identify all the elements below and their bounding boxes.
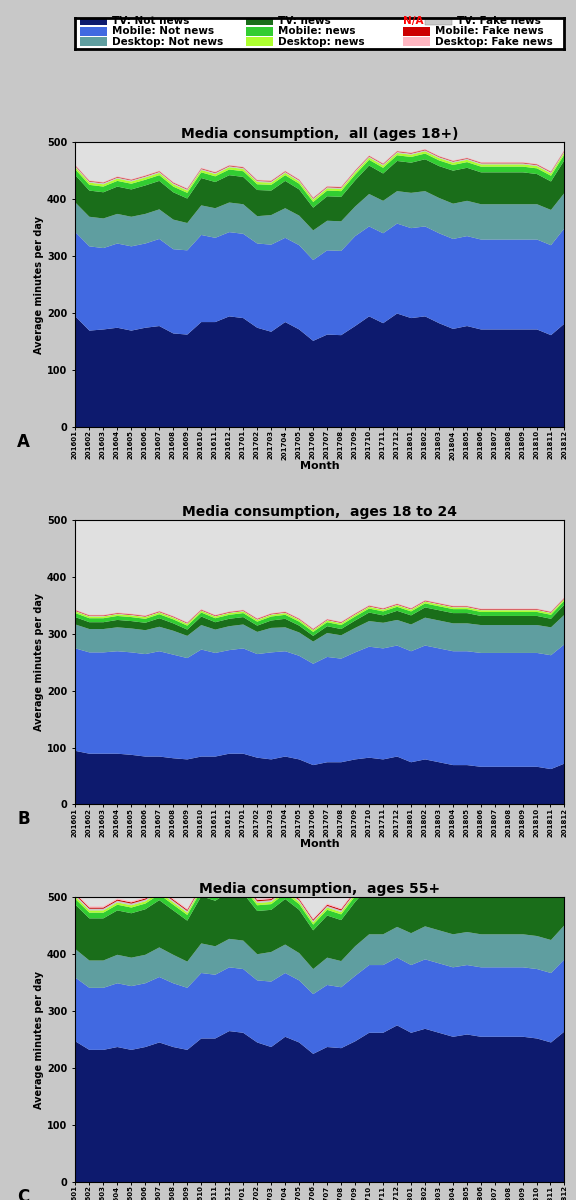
Text: B: B [17, 810, 30, 828]
Title: Media consumption,  all (ages 18+): Media consumption, all (ages 18+) [181, 127, 458, 142]
Text: Mobile: news: Mobile: news [278, 26, 355, 36]
Bar [246, 26, 273, 36]
Bar [79, 37, 107, 46]
Y-axis label: Average minutes per day: Average minutes per day [34, 593, 44, 731]
Text: TV: Fake news: TV: Fake news [457, 16, 541, 25]
Text: Mobile: Fake news: Mobile: Fake news [435, 26, 543, 36]
X-axis label: Month: Month [300, 461, 339, 470]
Title: Media consumption,  ages 18 to 24: Media consumption, ages 18 to 24 [182, 505, 457, 518]
Bar [246, 16, 273, 25]
Y-axis label: Average minutes per day: Average minutes per day [34, 216, 44, 354]
Text: TV: Not news: TV: Not news [112, 16, 189, 25]
Text: A: A [17, 433, 30, 451]
Bar [403, 37, 430, 46]
Text: Mobile: Not news: Mobile: Not news [112, 26, 214, 36]
Text: Desktop: Not news: Desktop: Not news [112, 37, 223, 47]
Text: TV: news: TV: news [278, 16, 331, 25]
Bar [403, 26, 430, 36]
Text: Desktop: news: Desktop: news [278, 37, 365, 47]
Bar [246, 37, 273, 46]
Bar [79, 26, 107, 36]
X-axis label: Month: Month [300, 839, 339, 848]
Text: C: C [17, 1188, 29, 1200]
Text: Desktop: Fake news: Desktop: Fake news [435, 37, 552, 47]
Title: Media consumption,  ages 55+: Media consumption, ages 55+ [199, 882, 440, 896]
Bar [425, 16, 452, 25]
Text: N/A: N/A [403, 16, 423, 25]
Bar [79, 16, 107, 25]
Y-axis label: Average minutes per day: Average minutes per day [34, 971, 44, 1109]
